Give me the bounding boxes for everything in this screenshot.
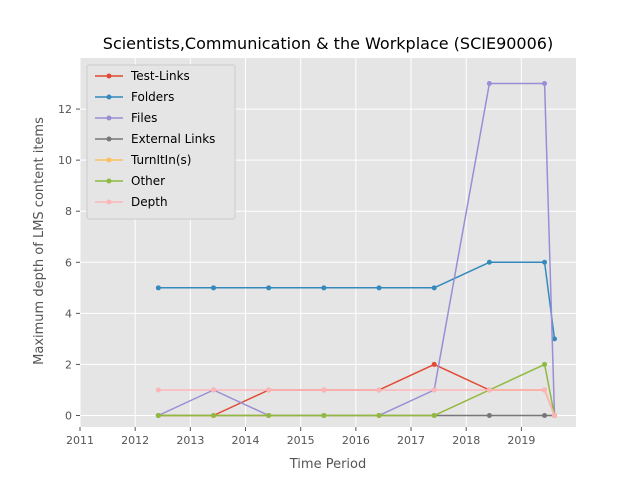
- x-tick-label: 2012: [121, 434, 149, 447]
- y-tick-label: 6: [65, 256, 72, 269]
- data-point: [321, 413, 327, 419]
- legend-swatch-marker: [106, 94, 112, 100]
- data-point: [266, 285, 272, 291]
- legend-swatch-marker: [106, 136, 112, 142]
- y-tick-label: 12: [58, 103, 72, 116]
- data-point: [542, 259, 548, 265]
- data-point: [155, 285, 161, 291]
- data-point: [486, 413, 492, 419]
- legend-label: Depth: [131, 195, 168, 209]
- x-tick-label: 2016: [342, 434, 370, 447]
- legend-swatch-marker: [106, 73, 112, 79]
- series-depth: [155, 387, 557, 419]
- data-point: [431, 285, 437, 291]
- data-point: [211, 387, 217, 393]
- data-point: [542, 361, 548, 367]
- legend-item: Folders: [95, 90, 174, 104]
- y-tick-label: 2: [65, 358, 72, 371]
- x-tick-label: 2013: [176, 434, 204, 447]
- legend-item: TurnItIn(s): [95, 153, 191, 167]
- legend-label: Other: [131, 174, 165, 188]
- series-folders: [155, 259, 557, 342]
- legend-item: Test-Links: [95, 69, 190, 83]
- legend-item: Files: [95, 111, 157, 125]
- legend-label: Folders: [131, 90, 174, 104]
- data-point: [486, 387, 492, 393]
- data-point: [431, 413, 437, 419]
- x-tick-label: 2019: [507, 434, 535, 447]
- y-axis-label: Maximum depth of LMS content items: [32, 117, 47, 365]
- data-point: [486, 81, 492, 87]
- data-point: [431, 361, 437, 367]
- data-point: [266, 387, 272, 393]
- legend-box: [86, 64, 236, 220]
- x-tick-label: 2015: [287, 434, 315, 447]
- data-point: [155, 387, 161, 393]
- data-point: [551, 336, 557, 342]
- legend-swatch-marker: [106, 157, 112, 163]
- data-point: [542, 81, 548, 87]
- legend-swatch-marker: [106, 178, 112, 184]
- legend-swatch-marker: [106, 199, 112, 205]
- data-point: [266, 413, 272, 419]
- legend-item: Other: [95, 174, 165, 188]
- data-point: [321, 285, 327, 291]
- legend-label: External Links: [131, 132, 215, 146]
- x-tick-label: 2018: [452, 434, 480, 447]
- data-point: [542, 413, 548, 419]
- data-point: [211, 413, 217, 419]
- y-tick-label: 8: [65, 205, 72, 218]
- data-point: [211, 285, 217, 291]
- x-tick-label: 2017: [397, 434, 425, 447]
- data-point: [542, 387, 548, 393]
- legend-label: Files: [131, 111, 157, 125]
- y-tick-label: 4: [65, 307, 72, 320]
- y-tick-label: 10: [58, 154, 72, 167]
- chart-title: Scientists,Communication & the Workplace…: [103, 34, 553, 53]
- y-tick-label: 0: [65, 410, 72, 423]
- data-point: [155, 413, 161, 419]
- legend-swatch-marker: [106, 115, 112, 121]
- legend-item: Depth: [95, 195, 168, 209]
- data-point: [431, 387, 437, 393]
- x-tick-label: 2014: [232, 434, 260, 447]
- data-point: [376, 285, 382, 291]
- x-axis-label: Time Period: [289, 457, 366, 472]
- data-point: [376, 387, 382, 393]
- legend-label: Test-Links: [130, 69, 190, 83]
- legend: Test-Links Folders Files External Links Turn…: [86, 64, 236, 220]
- data-point: [551, 413, 557, 419]
- legend-label: TurnItIn(s): [130, 153, 191, 167]
- x-tick-label: 2011: [66, 434, 94, 447]
- legend-item: External Links: [95, 132, 215, 146]
- axis-ticks: 2011 2012 2013 2014 2015 2016 2017 2018 2019 0 2 4 6…: [58, 103, 535, 447]
- data-point: [376, 413, 382, 419]
- series-layer: [155, 81, 557, 419]
- data-point: [486, 259, 492, 265]
- data-point: [321, 387, 327, 393]
